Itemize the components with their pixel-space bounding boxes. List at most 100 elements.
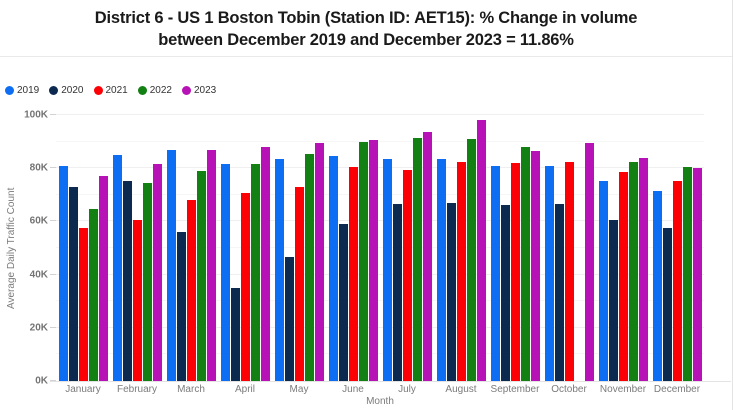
- bar-2019-december[interactable]: [652, 191, 662, 381]
- bar-2020-january[interactable]: [68, 187, 78, 381]
- bar-2023-april[interactable]: [260, 147, 270, 381]
- gridline: [56, 300, 704, 302]
- bar-2022-september[interactable]: [520, 147, 530, 381]
- bar-2023-july[interactable]: [422, 132, 432, 381]
- bar-2021-january[interactable]: [78, 228, 88, 381]
- y-tick-label: 80K: [29, 162, 48, 174]
- bar-2021-november[interactable]: [618, 172, 628, 381]
- bar-2023-may[interactable]: [314, 143, 324, 381]
- bar-2020-july[interactable]: [392, 204, 402, 381]
- legend-label: 2021: [105, 85, 128, 96]
- bar-2021-july[interactable]: [402, 170, 412, 381]
- bar-2021-february[interactable]: [132, 220, 142, 381]
- bar-2022-march[interactable]: [196, 171, 206, 381]
- bar-2022-august[interactable]: [466, 139, 476, 381]
- bar-2019-july[interactable]: [382, 159, 392, 381]
- bar-group-october: [542, 115, 596, 381]
- y-tick-mark: [50, 326, 56, 328]
- y-tick-label: 20K: [29, 322, 48, 334]
- bar-2022-december[interactable]: [682, 167, 692, 381]
- bar-2023-august[interactable]: [476, 120, 486, 381]
- bar-2021-april[interactable]: [240, 193, 250, 381]
- legend-item-2020[interactable]: 2020: [49, 85, 84, 96]
- legend: 2019 2020 2021 2022 2023: [5, 85, 216, 96]
- bar-2022-november[interactable]: [628, 162, 638, 381]
- bar-2019-october[interactable]: [544, 166, 554, 381]
- bar-2020-october[interactable]: [554, 204, 564, 381]
- gridline: [56, 220, 704, 222]
- bar-2019-june[interactable]: [328, 156, 338, 381]
- x-label-january: January: [65, 384, 101, 395]
- bar-2020-september[interactable]: [500, 205, 510, 381]
- bar-group-april: [218, 115, 272, 381]
- bar-2020-march[interactable]: [176, 232, 186, 381]
- bar-2022-january[interactable]: [88, 209, 98, 381]
- bar-2019-march[interactable]: [166, 150, 176, 381]
- bar-2020-august[interactable]: [446, 203, 456, 381]
- bar-2020-april[interactable]: [230, 288, 240, 381]
- bar-2019-august[interactable]: [436, 159, 446, 381]
- bar-2022-july[interactable]: [412, 138, 422, 381]
- bar-2019-may[interactable]: [274, 159, 284, 381]
- bar-2021-october[interactable]: [564, 162, 574, 381]
- x-label-december: December: [653, 384, 701, 395]
- bar-2022-may[interactable]: [304, 154, 314, 381]
- gridline: [56, 326, 704, 328]
- x-axis-line: [50, 381, 731, 382]
- y-tick-label: 40K: [29, 269, 48, 281]
- legend-item-2019[interactable]: 2019: [5, 85, 39, 96]
- y-tick-mark: [50, 220, 56, 222]
- bar-group-february: [110, 115, 164, 381]
- bar-2020-june[interactable]: [338, 224, 348, 381]
- gridline: [56, 273, 704, 275]
- bar-group-september: [488, 115, 542, 381]
- legend-item-2022[interactable]: 2022: [137, 85, 172, 96]
- bar-2020-november[interactable]: [608, 220, 618, 381]
- bar-2021-may[interactable]: [294, 187, 304, 381]
- bar-2019-april[interactable]: [220, 164, 230, 381]
- bar-2019-february[interactable]: [112, 155, 122, 381]
- bar-2020-december[interactable]: [662, 228, 672, 381]
- bar-2022-february[interactable]: [142, 183, 152, 381]
- bar-group-july: [380, 115, 434, 381]
- bar-2023-september[interactable]: [530, 151, 540, 381]
- x-label-october: October: [551, 384, 587, 395]
- bar-2023-november[interactable]: [638, 158, 648, 381]
- bar-2023-march[interactable]: [206, 150, 216, 381]
- bar-2020-may[interactable]: [284, 257, 294, 381]
- gridline: [56, 114, 704, 115]
- legend-label: 2020: [61, 85, 84, 96]
- legend-dot-icon: [137, 86, 147, 95]
- legend-dot-icon: [49, 86, 59, 95]
- bar-2023-october[interactable]: [584, 143, 594, 381]
- bar-2019-november[interactable]: [598, 181, 608, 381]
- bar-2021-december[interactable]: [672, 181, 682, 381]
- bar-2019-january[interactable]: [58, 166, 68, 381]
- gridline: [56, 247, 704, 248]
- legend-item-2021[interactable]: 2021: [93, 85, 128, 96]
- bar-group-november: [596, 115, 650, 381]
- bar-2021-march[interactable]: [186, 200, 196, 381]
- bar-2023-january[interactable]: [98, 176, 108, 381]
- bar-2021-june[interactable]: [348, 167, 358, 381]
- bar-2023-december[interactable]: [692, 168, 702, 381]
- bar-2019-september[interactable]: [490, 166, 500, 381]
- bar-2023-february[interactable]: [152, 164, 162, 381]
- bar-2023-june[interactable]: [368, 140, 378, 381]
- gridline: [56, 167, 704, 169]
- legend-dot-icon: [5, 86, 14, 95]
- bar-2021-august[interactable]: [456, 162, 466, 381]
- bar-group-august: [434, 115, 488, 381]
- y-tick-label: 0K: [35, 375, 48, 387]
- x-label-february: February: [116, 384, 157, 395]
- y-tick-mark: [50, 380, 56, 381]
- legend-item-2023[interactable]: 2023: [182, 85, 216, 96]
- legend-dot-icon: [93, 86, 103, 95]
- plot-area: [56, 114, 704, 381]
- bar-2022-april[interactable]: [250, 164, 260, 381]
- bar-2022-june[interactable]: [358, 142, 368, 381]
- chart-title-line1: District 6 - US 1 Boston Tobin (Station …: [94, 9, 638, 27]
- bar-2021-september[interactable]: [510, 163, 520, 381]
- bar-2020-february[interactable]: [122, 181, 132, 381]
